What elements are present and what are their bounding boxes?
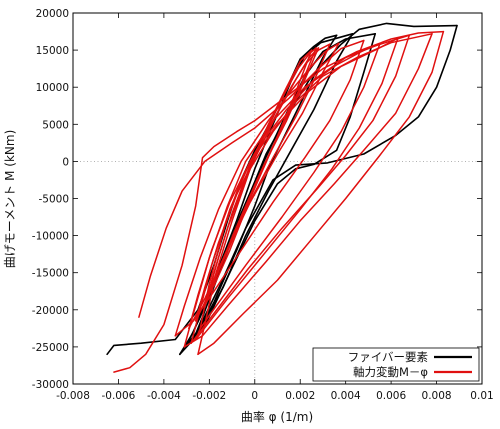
series-1-loop-9 (199, 43, 381, 330)
y-tick-label: 5000 (42, 119, 69, 131)
series-1-loop-20 (206, 49, 313, 300)
x-tick-label: 0 (251, 390, 258, 402)
x-tick-label: 0.004 (331, 390, 361, 402)
series-1-loop-0 (113, 30, 445, 373)
plot-frame (72, 12, 483, 385)
series-1-loop-12 (174, 42, 340, 337)
legend-label-fiber: ファイバー要素 (348, 350, 428, 364)
x-tick-label: 0.002 (285, 390, 315, 402)
series-1-loop-7 (194, 37, 399, 341)
series-axial-variation (113, 30, 445, 373)
series-1-loop-21 (213, 49, 313, 287)
x-tick-label: -0.002 (192, 390, 226, 402)
series-0-loop-7 (194, 24, 458, 337)
series-1-loop-4 (183, 34, 411, 348)
y-tick-label: 20000 (36, 8, 69, 20)
x-tick-label: -0.004 (147, 390, 181, 402)
y-axis-label: 曲げモーメント M (kNm) (3, 130, 17, 268)
y-tick-label: -20000 (32, 305, 69, 317)
x-axis-ticks: -0.008 -0.006 -0.004 -0.002 0 0.002 0.004 0.006… (56, 13, 494, 402)
data-layer (73, 13, 482, 384)
series-0-loop-3 (185, 33, 354, 347)
y-tick-label: -5000 (38, 194, 69, 206)
y-tick-label: -10000 (32, 231, 69, 243)
y-tick-label: -30000 (32, 379, 69, 391)
y-axis-ticks: -30000 -25000 -20000 -15000 -10000 -5000 0 5000… (32, 8, 482, 391)
y-tick-label: -15000 (32, 268, 69, 280)
y-tick-label: -25000 (32, 342, 69, 354)
x-tick-label: -0.008 (56, 390, 90, 402)
x-axis-label: 曲率 φ (1/m) (241, 409, 313, 424)
series-0-loop-5 (192, 33, 376, 341)
y-tick-label: 10000 (36, 82, 69, 94)
series-1-loop-3 (183, 33, 433, 348)
y-tick-label: 0 (62, 156, 69, 168)
legend-box (312, 347, 480, 382)
x-tick-label: -0.006 (102, 390, 136, 402)
legend-label-axial: 軸力変動M－φ (353, 365, 428, 379)
y-tick-label: 15000 (36, 45, 69, 57)
legend: ファイバー要素 軸力変動M－φ (312, 347, 480, 382)
x-tick-label: 0.008 (422, 390, 452, 402)
series-1-loop-10 (138, 39, 365, 318)
x-tick-label: 0.01 (470, 390, 493, 402)
x-tick-label: 0.006 (376, 390, 406, 402)
series-1-loop-1 (197, 30, 445, 356)
series-1-loop-19 (206, 47, 317, 300)
